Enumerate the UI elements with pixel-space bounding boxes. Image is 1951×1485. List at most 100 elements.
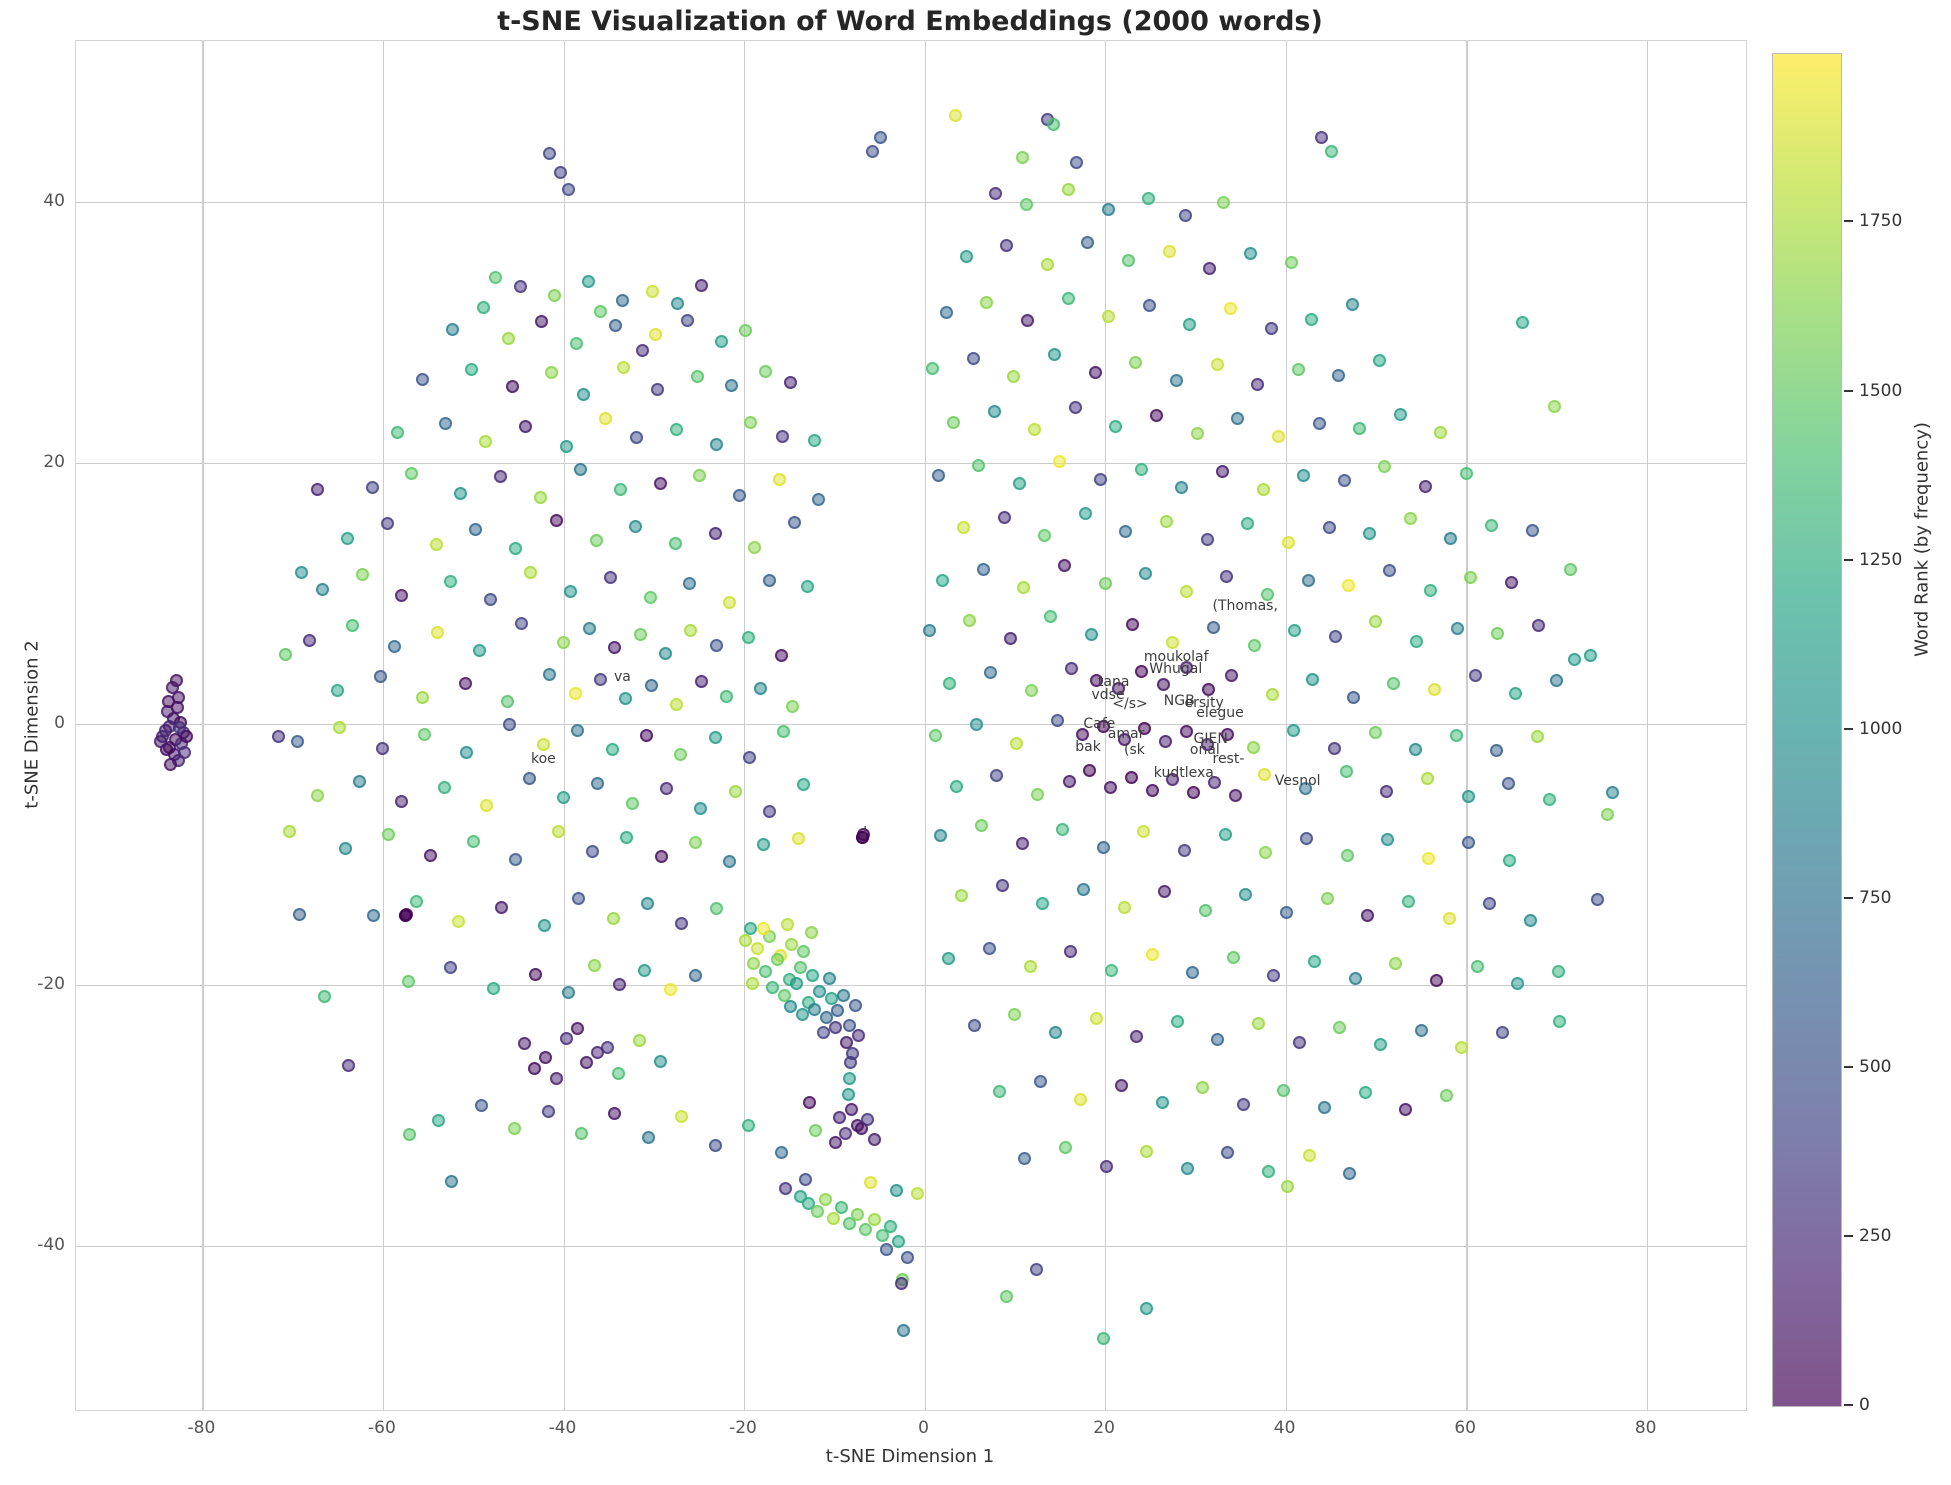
scatter-point: [974, 818, 988, 832]
y-tick-label: 20: [43, 451, 65, 472]
scatter-point: [780, 918, 794, 931]
scatter-point: [1038, 529, 1052, 543]
scatter-point: [629, 520, 643, 533]
scatter-point: [632, 1034, 646, 1048]
scatter-point: [1089, 1012, 1103, 1025]
scatter-point: [831, 1004, 845, 1018]
scatter-point: [1297, 469, 1311, 483]
scatter-point: [416, 690, 430, 704]
scatter-point: [177, 745, 191, 759]
scatter-point: [1225, 668, 1238, 682]
scatter-point: [788, 516, 802, 530]
scatter-point: [684, 624, 698, 638]
scatter-point: [723, 855, 737, 869]
scatter-point: [1361, 908, 1375, 922]
scatter-point: [997, 510, 1011, 524]
scatter-point: [843, 1072, 857, 1085]
scatter-point: [494, 901, 508, 915]
scatter-point: [1320, 891, 1334, 905]
scatter-point: [1259, 846, 1273, 860]
scatter-point: [1198, 903, 1212, 917]
scatter-point: [466, 834, 480, 848]
scatter-point: [1563, 563, 1577, 576]
scatter-point: [956, 521, 970, 535]
scatter-point: [1007, 369, 1021, 383]
scatter-point: [345, 619, 359, 633]
colorbar-tick-mark: [1844, 896, 1853, 899]
scatter-point: [1053, 454, 1067, 468]
scatter-point: [1236, 1098, 1250, 1112]
scatter-point: [562, 985, 576, 999]
scatter-point: [502, 718, 516, 732]
scatter-point: [1141, 192, 1155, 206]
colorbar-label: Word Rank (by frequency): [1911, 422, 1933, 657]
scatter-point: [1484, 518, 1498, 532]
colorbar-tick-mark: [1844, 389, 1853, 392]
scatter-point: [867, 1213, 881, 1226]
scatter-point: [828, 1021, 842, 1035]
scatter-point: [688, 835, 702, 849]
scatter-point: [315, 582, 329, 596]
scatter-point: [848, 998, 862, 1012]
scatter-point: [650, 382, 664, 396]
scatter-point: [1124, 770, 1138, 784]
scatter-point: [1008, 1008, 1022, 1022]
scatter-point: [709, 437, 723, 451]
scatter-point: [806, 968, 820, 982]
scatter-point: [1542, 792, 1556, 806]
scatter-point: [959, 249, 973, 263]
scatter-point: [910, 1186, 924, 1200]
colorbar-tick-label: 500: [1844, 1057, 1891, 1077]
scatter-point: [605, 743, 619, 757]
scatter-point: [409, 894, 423, 908]
scatter-point: [395, 589, 409, 603]
scatter-point: [1015, 837, 1029, 851]
scatter-point: [775, 1146, 789, 1160]
scatter-point: [995, 878, 1009, 892]
scatter-point: [1459, 466, 1473, 480]
scatter-point: [585, 844, 599, 858]
scatter-point: [480, 799, 494, 813]
scatter-point: [464, 363, 478, 377]
scatter-point: [1036, 897, 1050, 911]
word-annotation: rest-: [1212, 750, 1245, 767]
scatter-point: [633, 628, 647, 642]
scatter-point: [1332, 368, 1346, 382]
scatter-point: [529, 967, 542, 981]
scatter-point: [564, 585, 578, 599]
word-annotation: Vesnol: [1274, 773, 1321, 789]
scatter-point: [282, 825, 296, 839]
scatter-point: [1327, 741, 1341, 755]
scatter-point: [1399, 1103, 1413, 1117]
scatter-point: [1470, 959, 1484, 973]
colorbar-tick-label: 1000: [1844, 719, 1902, 739]
scatter-point: [608, 1107, 622, 1121]
scatter-point: [399, 907, 413, 921]
scatter-point: [375, 741, 389, 755]
scatter-point: [1423, 583, 1437, 597]
scatter-point: [934, 829, 948, 843]
scatter-point: [1096, 1331, 1110, 1345]
scatter-point: [1280, 906, 1293, 920]
scatter-point: [943, 676, 957, 690]
scatter-point: [458, 676, 472, 690]
scatter-point: [835, 1201, 848, 1215]
scatter-point: [1241, 517, 1255, 531]
scatter-point: [444, 574, 458, 588]
scatter-point: [708, 731, 722, 745]
scatter-point: [1058, 1141, 1072, 1155]
scatter-point: [694, 801, 708, 815]
scatter-point: [1409, 743, 1423, 757]
scatter-point: [1523, 914, 1537, 928]
scatter-point: [580, 1056, 594, 1070]
scatter-point: [438, 416, 452, 430]
word-annotation: ersity: [1184, 694, 1224, 711]
scatter-point: [963, 613, 977, 627]
scatter-point: [1048, 1026, 1062, 1040]
scatter-point: [381, 828, 395, 841]
word-annotation: koe: [531, 750, 556, 767]
scatter-point: [800, 580, 814, 593]
y-tick-label: -20: [37, 973, 65, 994]
scatter-point: [1531, 730, 1544, 744]
scatter-point: [1061, 291, 1075, 305]
